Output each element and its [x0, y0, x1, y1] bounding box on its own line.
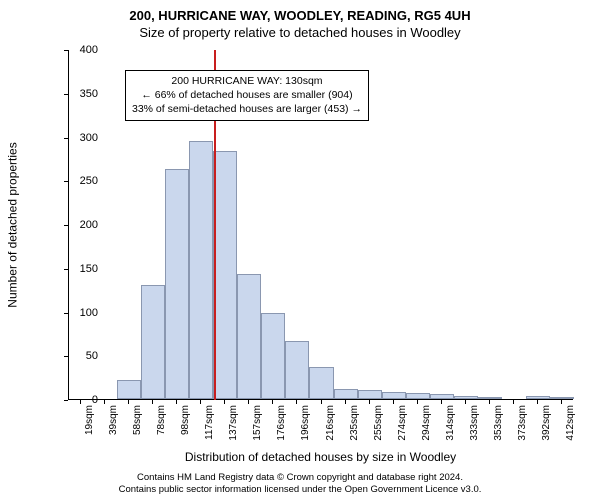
y-tick-label: 300	[68, 132, 98, 144]
x-tick-mark	[393, 400, 394, 404]
y-tick-mark	[64, 138, 68, 139]
x-tick-mark	[369, 400, 370, 404]
footer-line2: Contains public sector information licen…	[0, 484, 600, 496]
annotation-box: 200 HURRICANE WAY: 130sqm← 66% of detach…	[125, 70, 369, 121]
y-tick-label: 250	[68, 175, 98, 187]
histogram-bar	[454, 396, 478, 400]
x-axis-label: Distribution of detached houses by size …	[68, 450, 573, 464]
chart-container: Number of detached properties 200 HURRIC…	[40, 50, 580, 430]
histogram-bar	[430, 394, 454, 399]
histogram-bar	[261, 313, 285, 399]
x-tick-mark	[176, 400, 177, 404]
histogram-bar	[382, 392, 406, 399]
x-tick-label: 255sqm	[373, 405, 384, 441]
histogram-bar	[213, 151, 237, 400]
x-tick-label: 176sqm	[276, 405, 287, 441]
x-tick-label: 137sqm	[228, 405, 239, 441]
x-tick-label: 235sqm	[349, 405, 360, 441]
x-tick-label: 58sqm	[132, 405, 143, 435]
x-tick-label: 216sqm	[325, 405, 336, 441]
x-tick-label: 196sqm	[300, 405, 311, 441]
x-tick-mark	[441, 400, 442, 404]
x-tick-label: 333sqm	[469, 405, 480, 441]
x-tick-mark	[465, 400, 466, 404]
histogram-bar	[141, 285, 165, 399]
x-tick-mark	[537, 400, 538, 404]
y-axis-label-wrap: Number of detached properties	[6, 50, 20, 400]
histogram-bar	[478, 397, 502, 399]
x-tick-mark	[200, 400, 201, 404]
y-tick-mark	[64, 50, 68, 51]
histogram-bar	[358, 390, 382, 399]
x-tick-label: 19sqm	[84, 405, 95, 435]
y-tick-label: 350	[68, 88, 98, 100]
x-tick-mark	[513, 400, 514, 404]
x-tick-label: 39sqm	[108, 405, 119, 435]
x-tick-mark	[417, 400, 418, 404]
y-tick-mark	[64, 94, 68, 95]
histogram-bar	[237, 274, 261, 399]
x-tick-mark	[345, 400, 346, 404]
histogram-bar	[309, 367, 333, 399]
x-tick-mark	[296, 400, 297, 404]
title-line2: Size of property relative to detached ho…	[0, 25, 600, 40]
x-tick-mark	[489, 400, 490, 404]
histogram-bar	[334, 389, 358, 400]
footer-line1: Contains HM Land Registry data © Crown c…	[0, 472, 600, 484]
x-tick-mark	[104, 400, 105, 404]
histogram-bar	[285, 341, 309, 399]
x-tick-label: 373sqm	[517, 405, 528, 441]
x-tick-label: 117sqm	[204, 405, 215, 440]
y-tick-label: 100	[68, 307, 98, 319]
histogram-bar	[117, 380, 141, 399]
annotation-line: 200 HURRICANE WAY: 130sqm	[132, 74, 362, 88]
y-tick-mark	[64, 400, 68, 401]
x-tick-mark	[272, 400, 273, 404]
x-tick-label: 157sqm	[252, 405, 263, 441]
x-tick-mark	[321, 400, 322, 404]
x-tick-label: 294sqm	[421, 405, 432, 441]
y-axis-label: Number of detached properties	[6, 142, 20, 307]
title-line1: 200, HURRICANE WAY, WOODLEY, READING, RG…	[0, 8, 600, 23]
x-tick-mark	[248, 400, 249, 404]
x-tick-label: 274sqm	[397, 405, 408, 441]
x-tick-mark	[224, 400, 225, 404]
x-tick-mark	[561, 400, 562, 404]
histogram-bar	[550, 397, 574, 399]
y-tick-label: 400	[68, 44, 98, 56]
x-tick-label: 353sqm	[493, 405, 504, 441]
footer-attribution: Contains HM Land Registry data © Crown c…	[0, 472, 600, 496]
x-tick-label: 392sqm	[541, 405, 552, 441]
x-tick-label: 314sqm	[445, 405, 456, 441]
histogram-bar	[526, 396, 550, 399]
y-tick-label: 150	[68, 263, 98, 275]
y-tick-mark	[64, 313, 68, 314]
histogram-bar	[189, 141, 213, 399]
annotation-line: 33% of semi-detached houses are larger (…	[132, 102, 362, 116]
histogram-bar	[165, 169, 189, 399]
y-tick-mark	[64, 181, 68, 182]
x-tick-label: 78sqm	[156, 405, 167, 435]
y-tick-label: 200	[68, 219, 98, 231]
y-tick-mark	[64, 269, 68, 270]
x-tick-mark	[128, 400, 129, 404]
annotation-line: ← 66% of detached houses are smaller (90…	[132, 88, 362, 102]
x-tick-mark	[152, 400, 153, 404]
histogram-bar	[406, 393, 430, 399]
x-tick-mark	[80, 400, 81, 404]
y-tick-mark	[64, 225, 68, 226]
x-tick-label: 98sqm	[180, 405, 191, 435]
y-tick-label: 50	[68, 350, 98, 362]
plot-area: 200 HURRICANE WAY: 130sqm← 66% of detach…	[68, 50, 573, 400]
x-tick-label: 412sqm	[565, 405, 576, 441]
chart-title-block: 200, HURRICANE WAY, WOODLEY, READING, RG…	[0, 0, 600, 40]
y-tick-mark	[64, 356, 68, 357]
